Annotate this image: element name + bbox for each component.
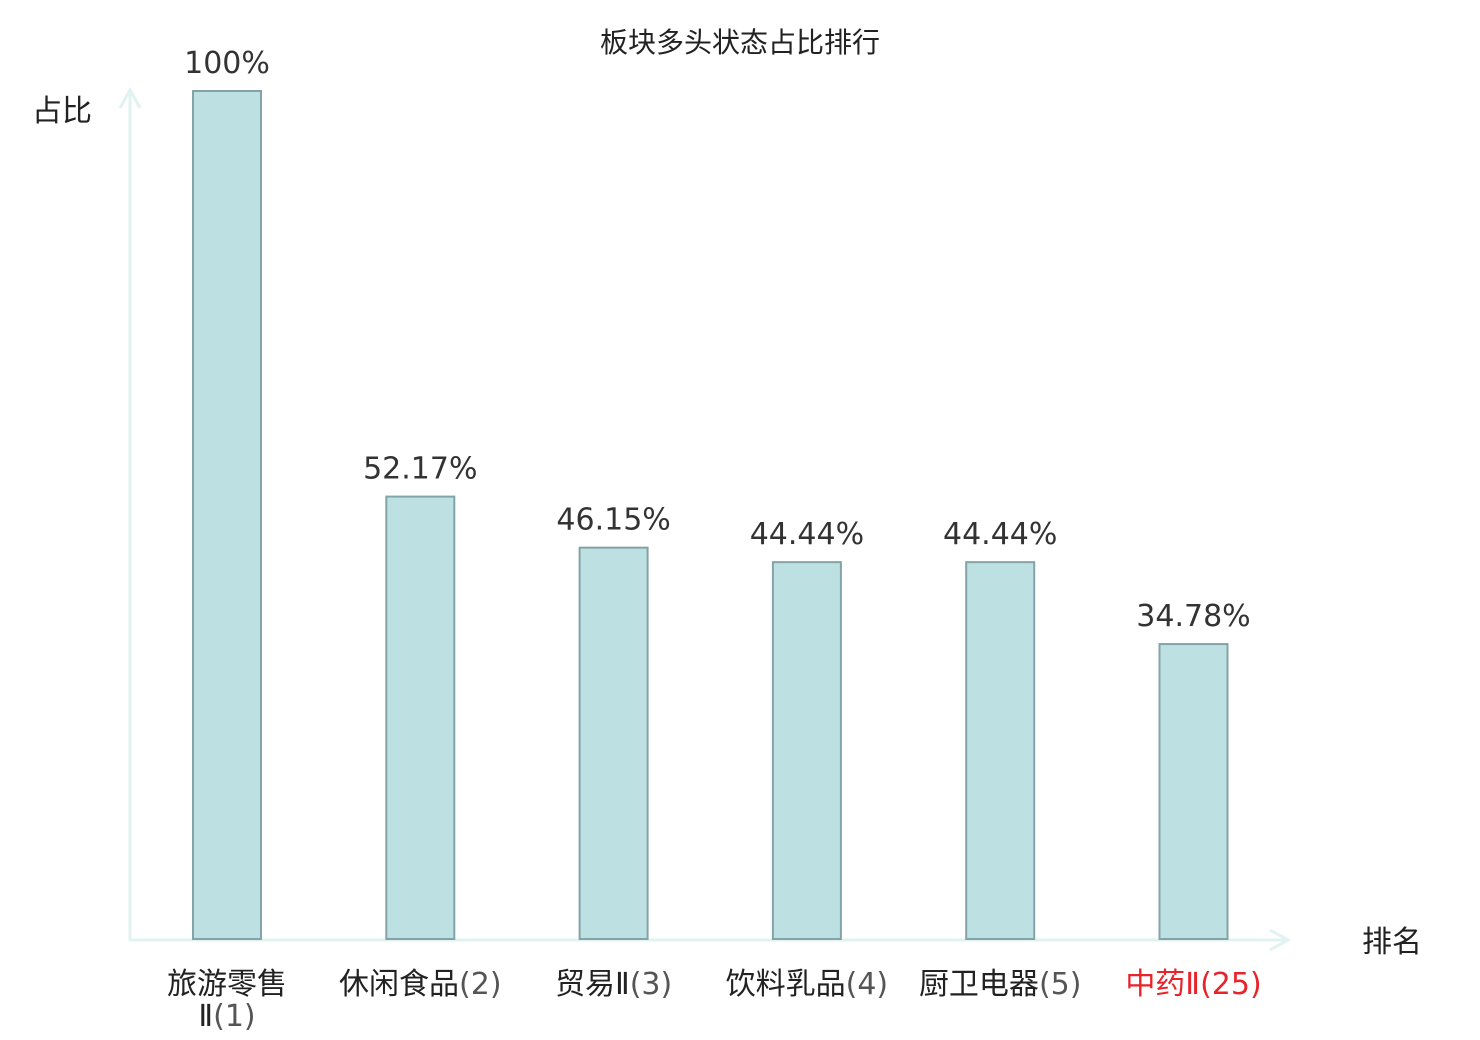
chart-title: 板块多头状态占比排行 <box>600 26 880 59</box>
value-label-1: 52.17% <box>363 452 477 487</box>
value-labels: 100% 52.17% 46.15% 44.44% 44.44% 34.78% <box>184 46 1251 634</box>
x-axis-label: 排名 <box>1362 925 1422 960</box>
category-label-1: 休闲食品(2) <box>339 967 502 1002</box>
y-axis-arrow <box>118 86 142 109</box>
bar-4 <box>965 561 1036 940</box>
y-axis-label: 占比 <box>32 94 92 129</box>
bar-5 <box>1158 643 1229 940</box>
value-label-5: 34.78% <box>1136 599 1250 634</box>
value-label-0: 100% <box>184 46 270 81</box>
x-axis-arrow <box>1269 928 1292 952</box>
value-label-4: 44.44% <box>943 517 1057 552</box>
bars <box>192 90 1229 940</box>
category-label-0: 旅游零售 <box>167 967 287 1002</box>
bar-3 <box>771 561 842 940</box>
bar-2 <box>578 546 649 940</box>
category-label-4: 厨卫电器(5) <box>919 967 1081 1002</box>
bar-1 <box>385 495 456 940</box>
value-label-2: 46.15% <box>556 503 670 538</box>
category-label-5: 中药Ⅱ(25) <box>1125 967 1261 1002</box>
axes <box>118 86 1292 952</box>
category-label-2: 贸易Ⅱ(3) <box>555 967 672 1002</box>
category-label-3: 饮料乳品(4) <box>726 967 889 1002</box>
value-label-3: 44.44% <box>750 517 864 552</box>
bar-0 <box>192 90 262 940</box>
category-label-0-line2: Ⅱ(1) <box>198 999 255 1034</box>
